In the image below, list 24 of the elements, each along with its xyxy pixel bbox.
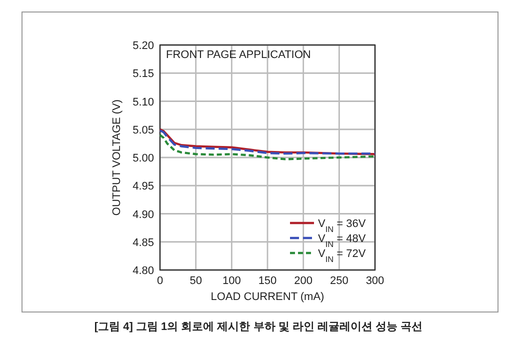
x-tick-label: 0	[156, 275, 164, 287]
x-tick-label: 300	[366, 275, 384, 287]
legend-label: V$_{IN}$ = 72V	[318, 248, 366, 264]
x-tick-label: 50	[190, 275, 202, 287]
x-tick-label: 100	[222, 275, 241, 287]
y-tick-label: 4.95	[132, 180, 154, 193]
line-series	[158, 134, 376, 160]
y-tick-label: 5.20	[132, 40, 154, 52]
x-tick-label: 250	[330, 275, 348, 287]
y-tick-label: 4.90	[132, 208, 154, 221]
y-tick-label: 4.85	[132, 236, 154, 249]
y-axis-title: OUTPUT VOLTAGE (V)	[111, 99, 123, 216]
legend-label: V$_{IN}$ = 36V	[318, 218, 366, 234]
text: [그림 4] 그림 1의 회로에 제시한 부하 및 라인 레귤레이션 성능 곡선	[94, 321, 423, 333]
y-tick-label: 5.05	[132, 124, 154, 136]
chart-title: FRONT PAGE APPLICATION	[166, 49, 311, 61]
legend-label: V$_{IN}$ = 48V	[318, 233, 366, 248]
x-tick-label: 150	[258, 275, 277, 287]
y-tick-label: 4.80	[132, 265, 154, 277]
y-tick-label: 5.10	[132, 96, 154, 108]
y-tick-label: 5.00	[132, 152, 154, 164]
x-tick-label: 200	[294, 275, 313, 287]
y-tick-label: 5.15	[132, 68, 154, 80]
x-axis-title: LOAD CURRENT (mA)	[210, 291, 324, 303]
